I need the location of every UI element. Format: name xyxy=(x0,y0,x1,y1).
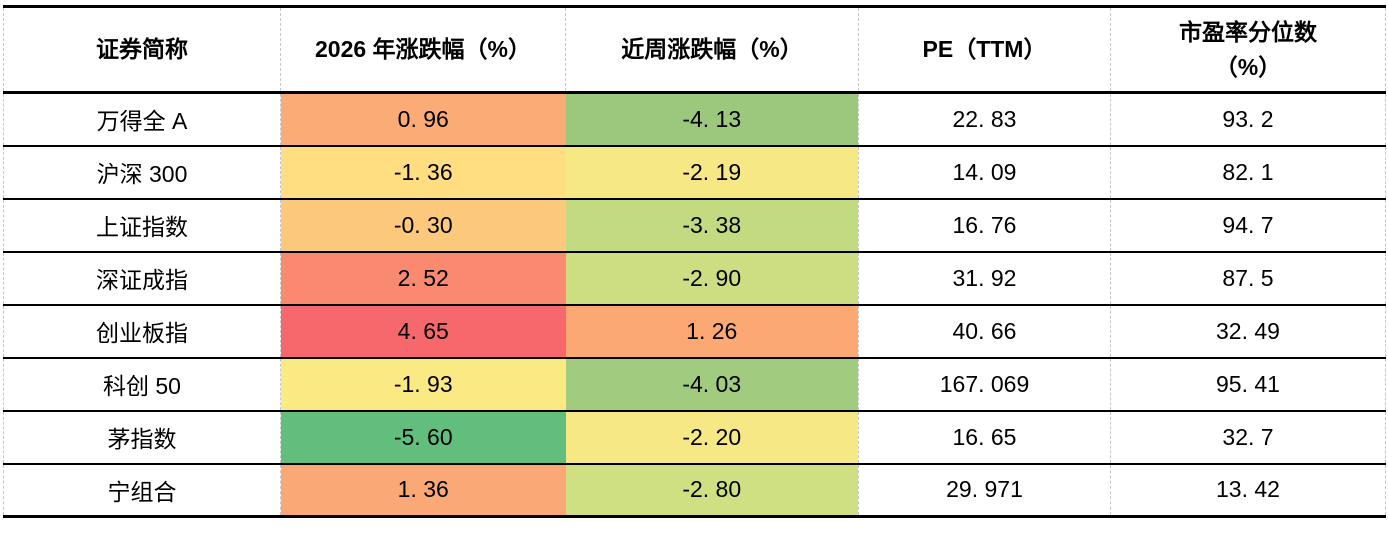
pe-cell: 40. 66 xyxy=(858,304,1111,358)
pe-cell: 31. 92 xyxy=(858,251,1111,305)
yearly-change-cell: -0. 30 xyxy=(280,198,566,252)
security-name-cell: 万得全 A xyxy=(3,92,281,146)
weekly-change-cell: -4. 13 xyxy=(565,92,859,146)
yearly-change-cell: 1. 36 xyxy=(280,463,566,517)
table-row: 创业板指 4. 65 1. 26 40. 66 32. 49 xyxy=(3,304,1386,358)
percentile-cell: 32. 7 xyxy=(1110,410,1386,464)
yearly-change-cell: 2. 52 xyxy=(280,251,566,305)
header-yearly-change: 2026 年涨跌幅（%） xyxy=(280,6,566,93)
security-name-cell: 上证指数 xyxy=(3,198,281,252)
security-name-cell: 深证成指 xyxy=(3,251,281,305)
weekly-change-cell: 1. 26 xyxy=(565,304,859,358)
weekly-change-cell: -2. 90 xyxy=(565,251,859,305)
yearly-change-cell: 4. 65 xyxy=(280,304,566,358)
table-row: 宁组合 1. 36 -2. 80 29. 971 13. 42 xyxy=(3,463,1386,517)
percentile-cell: 82. 1 xyxy=(1110,145,1386,199)
security-name-cell: 沪深 300 xyxy=(3,145,281,199)
pe-cell: 22. 83 xyxy=(858,92,1111,146)
table-row: 深证成指 2. 52 -2. 90 31. 92 87. 5 xyxy=(3,251,1386,305)
weekly-change-cell: -3. 38 xyxy=(565,198,859,252)
weekly-change-cell: -2. 20 xyxy=(565,410,859,464)
table-row: 上证指数 -0. 30 -3. 38 16. 76 94. 7 xyxy=(3,198,1386,252)
pe-cell: 16. 76 xyxy=(858,198,1111,252)
table-row: 科创 50 -1. 93 -4. 03 167. 069 95. 41 xyxy=(3,357,1386,411)
security-name-cell: 宁组合 xyxy=(3,463,281,517)
header-pe-percentile-line1: 市盈率分位数 xyxy=(1179,19,1317,45)
pe-cell: 167. 069 xyxy=(858,357,1111,411)
percentile-cell: 94. 7 xyxy=(1110,198,1386,252)
table-row: 万得全 A 0. 96 -4. 13 22. 83 93. 2 xyxy=(3,92,1386,146)
security-name-cell: 创业板指 xyxy=(3,304,281,358)
percentile-cell: 87. 5 xyxy=(1110,251,1386,305)
header-security-name: 证券简称 xyxy=(3,6,281,93)
index-valuation-table: 证券简称 2026 年涨跌幅（%） 近周涨跌幅（%） PE（TTM） 市盈率分位… xyxy=(3,5,1386,518)
yearly-change-cell: -1. 36 xyxy=(280,145,566,199)
yearly-change-cell: 0. 96 xyxy=(280,92,566,146)
weekly-change-cell: -4. 03 xyxy=(565,357,859,411)
security-name-cell: 茅指数 xyxy=(3,410,281,464)
table-row: 茅指数 -5. 60 -2. 20 16. 65 32. 7 xyxy=(3,410,1386,464)
security-name-cell: 科创 50 xyxy=(3,357,281,411)
percentile-cell: 32. 49 xyxy=(1110,304,1386,358)
header-row: 证券简称 2026 年涨跌幅（%） 近周涨跌幅（%） PE（TTM） 市盈率分位… xyxy=(3,6,1386,93)
pe-cell: 29. 971 xyxy=(858,463,1111,517)
percentile-cell: 93. 2 xyxy=(1110,92,1386,146)
yearly-change-cell: -5. 60 xyxy=(280,410,566,464)
pe-cell: 14. 09 xyxy=(858,145,1111,199)
table-row: 沪深 300 -1. 36 -2. 19 14. 09 82. 1 xyxy=(3,145,1386,199)
header-pe-percentile-line2: （%） xyxy=(1214,53,1282,80)
percentile-cell: 13. 42 xyxy=(1110,463,1386,517)
header-weekly-change: 近周涨跌幅（%） xyxy=(565,6,859,93)
weekly-change-cell: -2. 80 xyxy=(565,463,859,517)
yearly-change-cell: -1. 93 xyxy=(280,357,566,411)
header-pe-percentile: 市盈率分位数 （%） xyxy=(1110,6,1386,93)
header-pe-ttm: PE（TTM） xyxy=(858,6,1111,93)
percentile-cell: 95. 41 xyxy=(1110,357,1386,411)
weekly-change-cell: -2. 19 xyxy=(565,145,859,199)
pe-cell: 16. 65 xyxy=(858,410,1111,464)
